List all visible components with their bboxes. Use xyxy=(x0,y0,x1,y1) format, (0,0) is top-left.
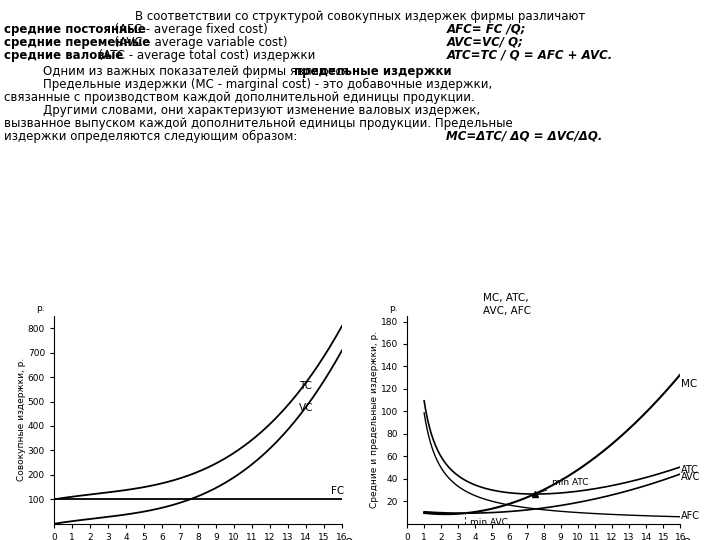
Text: Одним из важных показателей фирмы являются: Одним из важных показателей фирмы являют… xyxy=(43,65,353,78)
Text: (AFC - average fixed cost): (AFC - average fixed cost) xyxy=(107,23,267,36)
Text: MC: MC xyxy=(681,380,698,389)
Text: AFC= FC /Q;: AFC= FC /Q; xyxy=(446,23,526,36)
Text: ATC: ATC xyxy=(681,465,699,475)
Text: средние постоянные: средние постоянные xyxy=(4,23,145,36)
Text: связанные с производством каждой дополнительной единицы продукции.: связанные с производством каждой дополни… xyxy=(4,91,474,104)
Text: min ATC: min ATC xyxy=(537,478,589,493)
Text: AVC: AVC xyxy=(681,472,701,482)
Text: р.: р. xyxy=(37,305,45,313)
Text: ATC=TC / Q = AFC + AVC.: ATC=TC / Q = AFC + AVC. xyxy=(446,49,613,62)
Text: MC=ΔTC/ ΔQ = ΔVC/ΔQ.: MC=ΔTC/ ΔQ = ΔVC/ΔQ. xyxy=(446,130,603,143)
Text: средние валовые: средние валовые xyxy=(4,49,123,62)
Text: FC: FC xyxy=(331,487,344,496)
Text: Q: Q xyxy=(683,538,690,540)
Text: вызванное выпуском каждой дополнительной единицы продукции. Предельные: вызванное выпуском каждой дополнительной… xyxy=(4,117,513,130)
Text: (ATC - average total cost) издержки: (ATC - average total cost) издержки xyxy=(91,49,315,62)
Text: AFC: AFC xyxy=(681,511,701,521)
Y-axis label: Средние и предельные издержки, р.: Средние и предельные издержки, р. xyxy=(370,331,379,509)
Text: Q: Q xyxy=(344,538,352,540)
Text: р.: р. xyxy=(390,303,398,313)
Text: .: . xyxy=(400,65,403,78)
Text: VC: VC xyxy=(299,403,313,414)
Text: MC, ATC,: MC, ATC, xyxy=(483,293,529,303)
Text: средние переменные: средние переменные xyxy=(4,36,150,49)
Text: (AVC - average variable cost): (AVC - average variable cost) xyxy=(107,36,287,49)
Text: Другими словами, они характеризуют изменение валовых издержек,: Другими словами, они характеризуют измен… xyxy=(43,104,480,117)
Text: AVC, AFC: AVC, AFC xyxy=(483,306,531,316)
Text: предельные издержки: предельные издержки xyxy=(294,65,451,78)
Text: издержки определяются следующим образом:: издержки определяются следующим образом: xyxy=(4,130,297,143)
Text: AVC=VC/ Q;: AVC=VC/ Q; xyxy=(446,36,523,49)
Text: TC: TC xyxy=(299,381,312,391)
Text: Предельные издержки (MC - marginal cost) - это добавочные издержки,: Предельные издержки (MC - marginal cost)… xyxy=(43,78,492,91)
Text: min AVC: min AVC xyxy=(470,518,508,526)
Text: В соответствии со структурой совокупных издержек фирмы различают: В соответствии со структурой совокупных … xyxy=(135,10,585,23)
Y-axis label: Совокупные издержки, р.: Совокупные издержки, р. xyxy=(17,358,27,482)
